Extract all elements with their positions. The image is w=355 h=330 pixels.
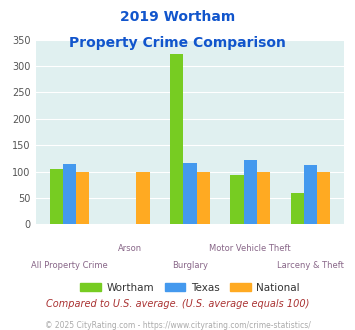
Legend: Wortham, Texas, National: Wortham, Texas, National: [76, 279, 304, 297]
Text: © 2025 CityRating.com - https://www.cityrating.com/crime-statistics/: © 2025 CityRating.com - https://www.city…: [45, 321, 310, 330]
Bar: [290, 193, 304, 224]
Text: Arson: Arson: [118, 244, 142, 253]
Bar: [76, 172, 89, 224]
Text: Motor Vehicle Theft: Motor Vehicle Theft: [209, 244, 291, 253]
Bar: [170, 54, 183, 224]
Text: Burglary: Burglary: [172, 261, 208, 270]
Text: 2019 Wortham: 2019 Wortham: [120, 10, 235, 24]
Text: Compared to U.S. average. (U.S. average equals 100): Compared to U.S. average. (U.S. average …: [46, 299, 309, 309]
Bar: [197, 172, 210, 224]
Text: Property Crime Comparison: Property Crime Comparison: [69, 36, 286, 50]
Bar: [257, 172, 270, 224]
Bar: [304, 165, 317, 224]
Bar: [244, 160, 257, 224]
Bar: [50, 169, 63, 224]
Bar: [183, 163, 197, 224]
Bar: [317, 172, 330, 224]
Text: All Property Crime: All Property Crime: [31, 261, 108, 270]
Bar: [63, 164, 76, 224]
Text: Larceny & Theft: Larceny & Theft: [277, 261, 344, 270]
Bar: [136, 172, 149, 224]
Bar: [230, 175, 244, 224]
